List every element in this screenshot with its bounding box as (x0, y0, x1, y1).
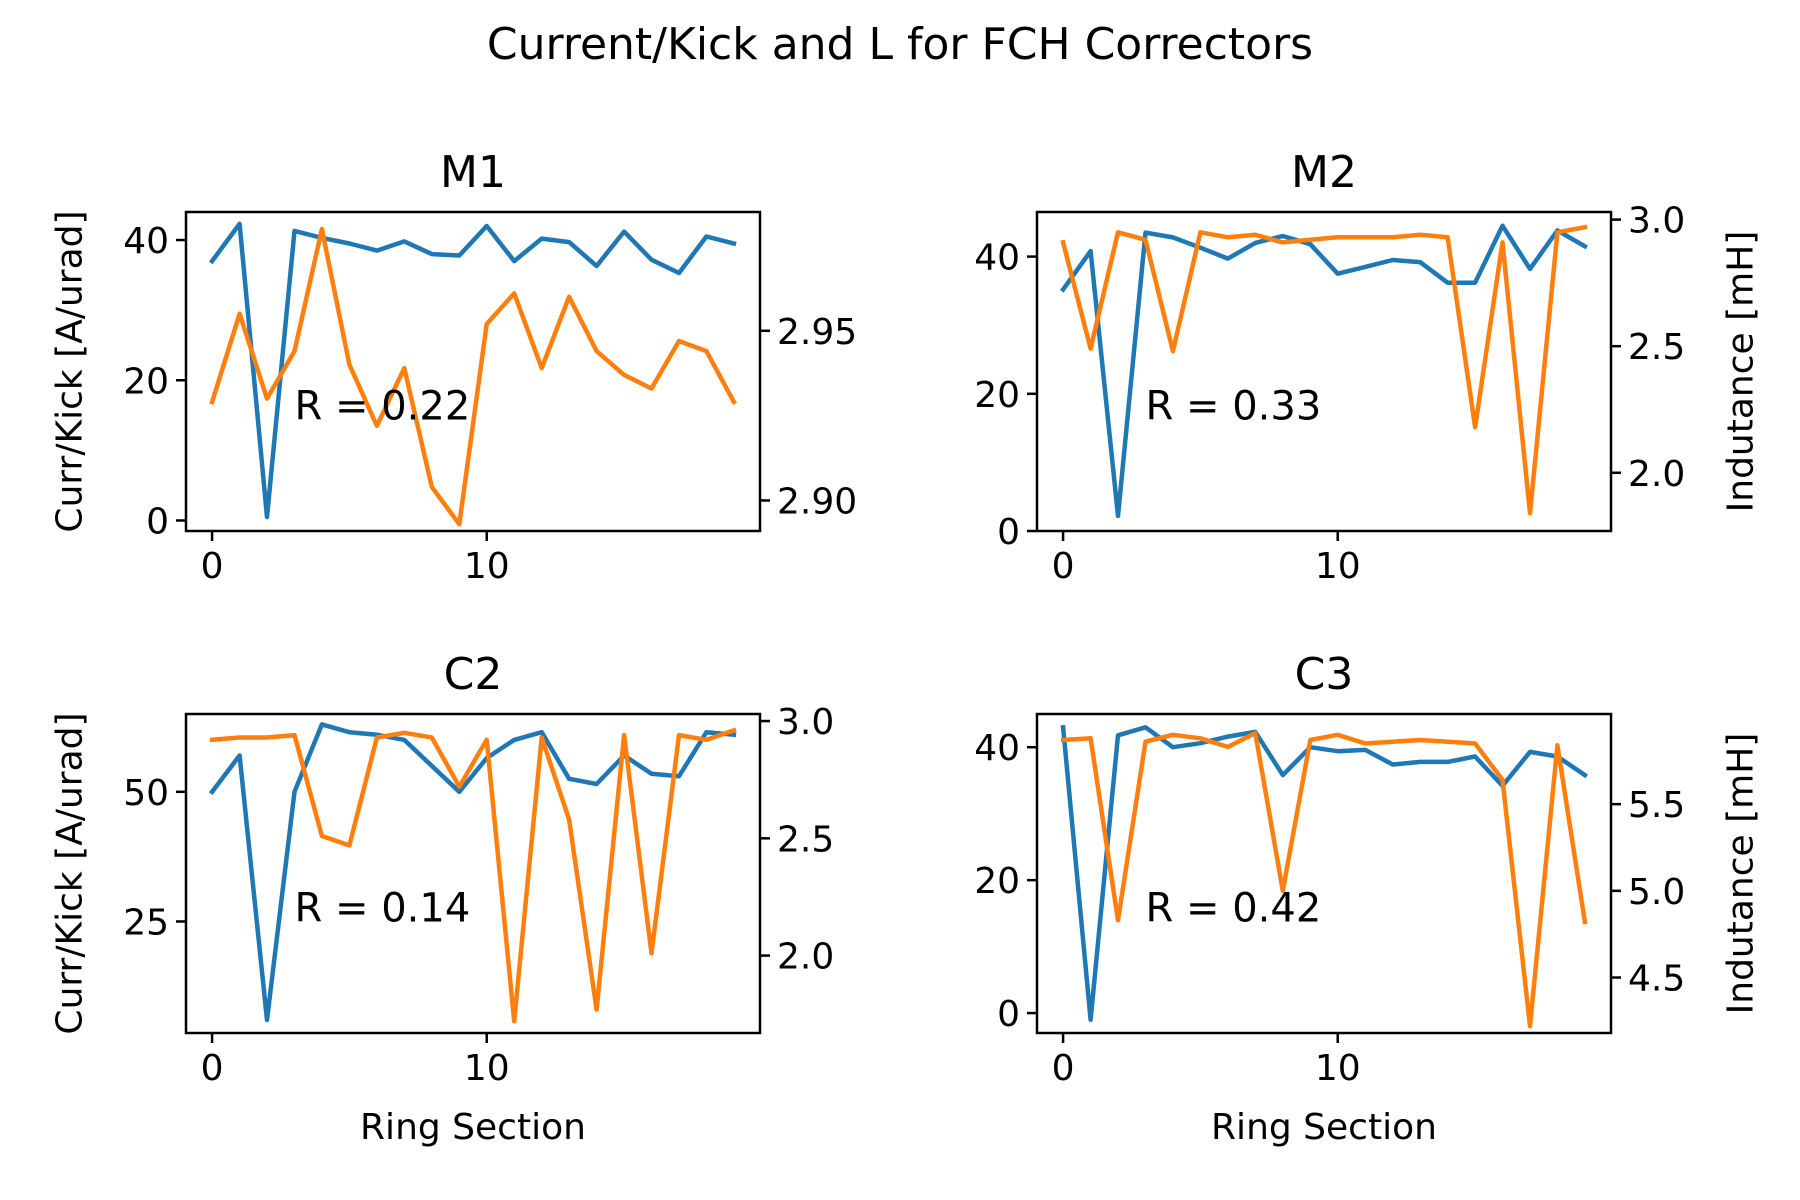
c3-title: C3 (1295, 649, 1354, 700)
subplot-c3: 0 10 0 20 40 4.5 5.0 5.5 C3 Ring Section Indutance… (974, 649, 1761, 1148)
m2-title: M2 (1291, 147, 1357, 198)
subplot-c2: 0 10 25 50 2.0 2.5 3.0 C2 Ring Section Curr/Kick … (50, 649, 835, 1148)
c3-ytick-right-label: 5.0 (1628, 872, 1685, 913)
subplot-m1: 0 10 0 20 40 2.90 2.95 M1 Curr/Kick [A/urad] R = … (50, 147, 858, 587)
c3-correlation-annotation: R = 0.42 (1145, 885, 1321, 931)
m1-ytick-right-label: 2.90 (777, 481, 857, 522)
c2-ylabel: Curr/Kick [A/urad] (50, 712, 91, 1034)
c2-series-curr-kick-line (208, 722, 737, 1023)
m2-ytick-label: 40 (974, 238, 1020, 279)
c2-axes-frame (184, 712, 762, 1035)
subplot-m2: 0 10 0 20 40 2.0 2.5 3.0 M2 Indutance [mH] R = 0.3… (974, 147, 1761, 587)
m1-ylabel: Curr/Kick [A/urad] (50, 210, 91, 532)
c2-title: C2 (444, 649, 503, 700)
m1-axes-frame (184, 210, 762, 533)
m2-ytick-label: 0 (997, 512, 1020, 553)
c2-ytick-label: 50 (123, 773, 169, 814)
m1-correlation-annotation: R = 0.22 (294, 383, 470, 429)
c3-ytick-label: 40 (974, 728, 1020, 769)
m1-xtick-label: 10 (464, 546, 510, 587)
c3-ytick-right-label: 4.5 (1628, 959, 1685, 1000)
m2-ytick-right-label: 2.5 (1628, 327, 1685, 368)
m2-xtick-label: 0 (1052, 546, 1075, 587)
m2-correlation-annotation: R = 0.33 (1145, 383, 1321, 429)
m2-series-inductance-line (1060, 224, 1588, 516)
c3-series-inductance-line (1060, 730, 1588, 1029)
m2-ytick-label: 20 (974, 375, 1020, 416)
m2-ylabel-right: Indutance [mH] (1721, 231, 1762, 513)
c2-ytick-label: 25 (123, 902, 169, 943)
c3-axes-frame (1035, 712, 1613, 1035)
c2-xtick-label: 0 (201, 1048, 224, 1089)
m1-ytick-label: 40 (123, 221, 169, 262)
c2-series-inductance-line (209, 727, 737, 1024)
c3-ytick-label: 0 (997, 994, 1020, 1035)
c3-xtick-label: 10 (1315, 1048, 1361, 1089)
m1-series-curr-kick-line (208, 221, 737, 520)
c2-xlabel: Ring Section (360, 1107, 586, 1148)
c3-xlabel: Ring Section (1211, 1107, 1437, 1148)
m2-ytick-right-label: 3.0 (1628, 201, 1685, 242)
c3-ytick-label: 20 (974, 861, 1020, 902)
m2-ytick-right-label: 2.0 (1628, 454, 1685, 495)
m1-title: M1 (440, 147, 506, 198)
m1-ytick-right-label: 2.95 (777, 312, 857, 353)
figure-suptitle: Current/Kick and L for FCH Correctors (487, 19, 1313, 70)
m2-axes-frame (1035, 210, 1613, 533)
m1-ytick-label: 20 (123, 361, 169, 402)
c3-ylabel-right: Indutance [mH] (1721, 733, 1762, 1015)
c3-xtick-label: 0 (1052, 1048, 1075, 1089)
c2-ytick-right-label: 2.0 (777, 937, 834, 978)
c2-xtick-label: 10 (464, 1048, 510, 1089)
c2-correlation-annotation: R = 0.14 (294, 885, 470, 931)
m2-xtick-label: 10 (1315, 546, 1361, 587)
subplot-grid: 0 10 0 20 40 2.90 2.95 M1 Curr/Kick [A/urad] R = … (50, 147, 1762, 1148)
c2-ytick-right-label: 3.0 (777, 702, 834, 743)
m2-series-curr-kick-line (1059, 223, 1588, 519)
c2-ytick-right-label: 2.5 (777, 819, 834, 860)
m1-series-inductance-line (209, 226, 737, 527)
c3-ytick-right-label: 5.5 (1628, 785, 1685, 826)
m1-xtick-label: 0 (201, 546, 224, 587)
c3-series-curr-kick-line (1060, 724, 1589, 1022)
m1-ytick-label: 0 (146, 501, 169, 542)
